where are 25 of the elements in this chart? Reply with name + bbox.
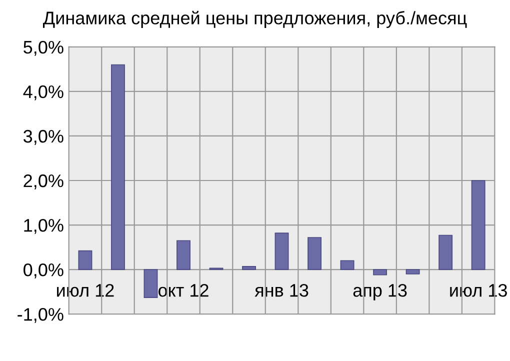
y-tick-label: 1,0% (24, 218, 64, 234)
y-tick-label: -1,0% (18, 308, 64, 323)
bar (242, 266, 256, 270)
y-tick-label: 2,0% (24, 174, 64, 190)
x-tick-label: апр 13 (353, 284, 407, 300)
y-tick-label: 4,0% (23, 85, 64, 100)
x-tick-label: июл 13 (450, 284, 507, 297)
y-tick-label: 5,0% (24, 40, 64, 56)
bar (373, 269, 388, 276)
bar (176, 240, 190, 270)
chart-title: Динамика средней цены предложения, руб./месяц (43, 10, 467, 28)
x-tick-label: июл 12 (57, 284, 114, 297)
bar (78, 250, 92, 270)
bar (340, 260, 354, 270)
y-tick-label: 3,0% (24, 130, 64, 145)
bar (274, 232, 289, 270)
x-tick-label: янв 13 (254, 284, 308, 297)
bar (406, 269, 420, 274)
y-tick-label: 0,0% (24, 263, 64, 278)
bar (471, 180, 486, 270)
bar (308, 237, 322, 270)
x-tick-label: окт 12 (158, 284, 208, 297)
bar (438, 234, 453, 270)
bar (144, 269, 158, 298)
bar (111, 64, 125, 270)
